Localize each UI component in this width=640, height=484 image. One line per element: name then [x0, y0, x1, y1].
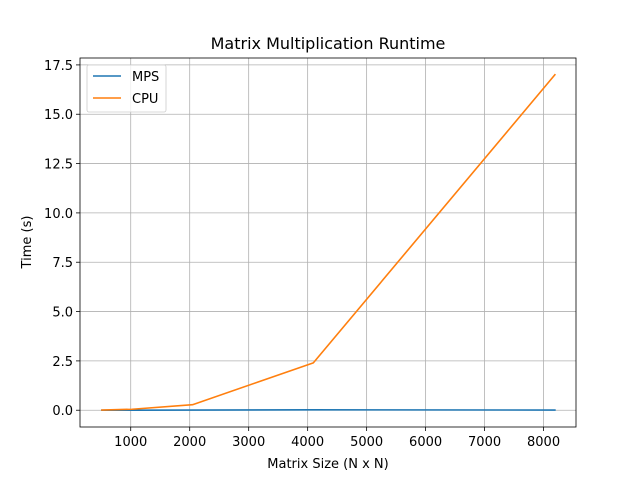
- x-tick-label: 1000: [114, 435, 147, 450]
- x-tick-label: 2000: [173, 435, 206, 450]
- x-tick-label: 3000: [232, 435, 265, 450]
- y-tick-label: 2.5: [52, 355, 73, 370]
- x-tick-label: 5000: [350, 435, 383, 450]
- legend-mps-label: MPS: [132, 70, 159, 85]
- y-tick-label: 17.5: [44, 59, 73, 74]
- chart-title: Matrix Multiplication Runtime: [211, 34, 446, 53]
- y-tick-label: 10.0: [44, 207, 73, 222]
- y-axis-label: Time (s): [20, 216, 35, 270]
- x-tick-label: 8000: [527, 435, 560, 450]
- x-tick-label: 4000: [291, 435, 324, 450]
- x-tick-label: 7000: [468, 435, 501, 450]
- legend: MPS CPU: [87, 65, 166, 112]
- x-tick-label: 6000: [409, 435, 442, 450]
- y-tick-label: 7.5: [52, 256, 73, 271]
- y-tick-label: 15.0: [44, 108, 73, 123]
- legend-cpu-label: CPU: [132, 92, 158, 107]
- x-axis-label: Matrix Size (N x N): [267, 457, 388, 472]
- y-tick-label: 5.0: [52, 306, 73, 321]
- y-tick-label: 12.5: [44, 158, 73, 173]
- y-tick-label: 0.0: [52, 404, 73, 419]
